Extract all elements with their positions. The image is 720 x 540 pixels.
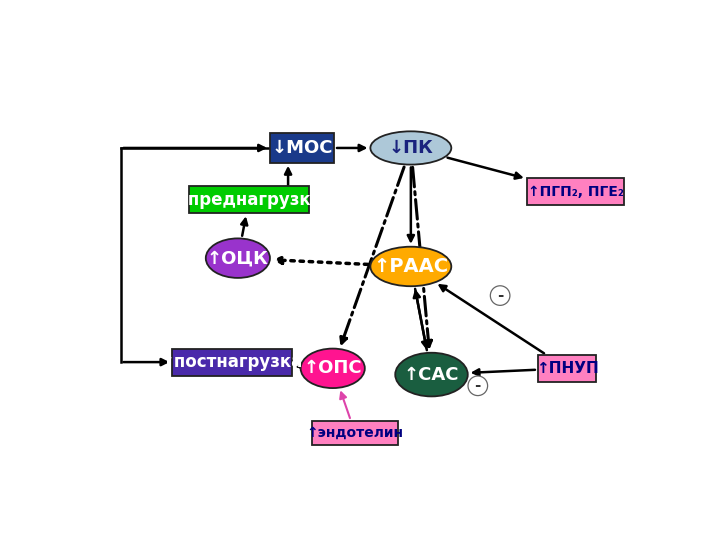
Text: ↑ОЦК: ↑ОЦК bbox=[207, 249, 269, 267]
Text: ↑САС: ↑САС bbox=[404, 366, 459, 383]
Text: ↑преднагрузка: ↑преднагрузка bbox=[175, 191, 323, 209]
FancyBboxPatch shape bbox=[526, 178, 624, 205]
FancyBboxPatch shape bbox=[538, 355, 596, 382]
Text: ↑РААС: ↑РААС bbox=[373, 257, 449, 276]
Ellipse shape bbox=[370, 131, 451, 165]
Ellipse shape bbox=[370, 247, 451, 286]
Text: ↑постнагрузка: ↑постнагрузка bbox=[161, 353, 303, 371]
Text: ↓МОС: ↓МОС bbox=[271, 139, 333, 157]
Text: ↑ОПС: ↑ОПС bbox=[303, 359, 362, 377]
FancyBboxPatch shape bbox=[172, 349, 292, 376]
Ellipse shape bbox=[301, 349, 365, 388]
FancyBboxPatch shape bbox=[312, 421, 398, 445]
Text: -: - bbox=[474, 379, 481, 393]
Ellipse shape bbox=[395, 353, 468, 396]
FancyBboxPatch shape bbox=[189, 186, 309, 213]
Text: ↑эндотелин: ↑эндотелин bbox=[307, 426, 403, 440]
FancyBboxPatch shape bbox=[270, 133, 334, 163]
Text: -: - bbox=[497, 288, 503, 303]
Ellipse shape bbox=[206, 238, 270, 278]
Text: ↑ПГП₂, ПГЕ₂: ↑ПГП₂, ПГЕ₂ bbox=[528, 185, 624, 199]
Text: ↓ПК: ↓ПК bbox=[389, 139, 433, 157]
Text: ↑ПНУП: ↑ПНУП bbox=[536, 361, 598, 376]
